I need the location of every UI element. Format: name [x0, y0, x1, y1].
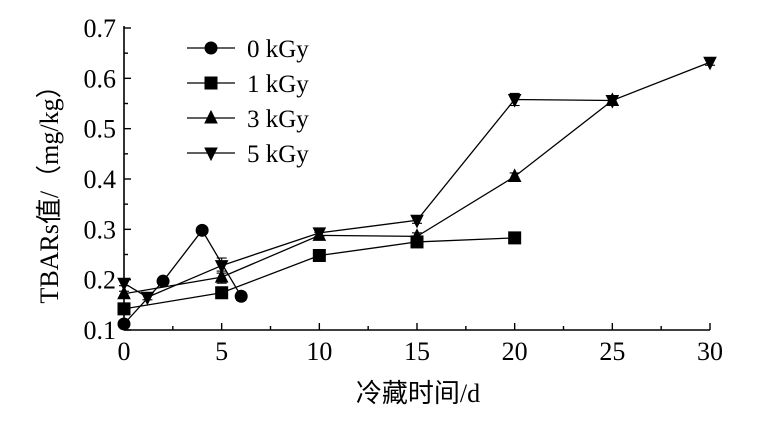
x-tick-label: 5 — [215, 337, 228, 366]
marker-circle — [156, 274, 170, 288]
series-line — [123, 99, 613, 295]
marker-triangle-down — [140, 291, 155, 306]
marker-square — [312, 249, 326, 263]
marker-square — [117, 302, 131, 316]
x-tick-label: 30 — [697, 337, 723, 366]
y-tick-label: 0.7 — [84, 14, 117, 43]
series-line — [123, 237, 515, 310]
y-tick-label: 0.1 — [84, 316, 117, 345]
x-tick-label: 10 — [306, 337, 332, 366]
legend-label: 5 kGy — [247, 141, 309, 168]
legend: 0 kGy 1 kGy 3 kGy 5 kGy — [187, 36, 309, 168]
legend-label: 0 kGy — [247, 36, 309, 63]
legend-item: 1 kGy — [187, 71, 309, 98]
legend-item: 3 kGy — [187, 106, 309, 133]
x-tick-label: 20 — [502, 337, 528, 366]
y-tick-label: 0.2 — [84, 266, 117, 295]
series-0-kgy — [117, 223, 248, 331]
marker-triangle-up — [507, 168, 522, 182]
marker-triangle-down — [507, 93, 522, 108]
legend-label: 1 kGy — [247, 71, 309, 98]
marker-square — [204, 76, 218, 90]
marker-triangle-up — [410, 228, 424, 242]
marker-circle — [234, 289, 248, 303]
marker-triangle-down — [204, 147, 218, 162]
marker-circle — [195, 223, 209, 237]
marker-triangle-down — [410, 214, 424, 229]
x-tick-label: 0 — [118, 337, 131, 366]
marker-triangle-down — [117, 277, 131, 292]
x-tick-label: 15 — [404, 337, 430, 366]
marker-triangle-up — [117, 285, 131, 300]
marker-triangle-down — [703, 56, 717, 71]
series-5-kgy — [117, 56, 717, 306]
y-tick-label: 0.6 — [84, 64, 117, 93]
marker-square — [215, 286, 229, 300]
x-axis-title: 冷藏时间/d — [356, 379, 480, 408]
x-tick-label: 25 — [599, 337, 625, 366]
marker-triangle-up — [204, 109, 218, 124]
marker-circle — [204, 41, 218, 55]
marker-circle — [117, 317, 131, 331]
y-axis-title: TBARs值/（mg/kg） — [35, 72, 64, 303]
marker-triangle-down — [605, 94, 620, 109]
legend-label: 3 kGy — [247, 106, 309, 133]
series-layer — [117, 56, 717, 331]
axes: 0 5 10 15 20 25 30 0.1 0.2 0.3 0.4 0.5 0.6 0.7 — [84, 14, 724, 366]
marker-triangle-down — [214, 260, 229, 274]
y-tick-label: 0.4 — [84, 165, 117, 194]
series-3-kgy — [117, 92, 620, 300]
marker-triangle-down — [312, 227, 327, 241]
marker-triangle-up — [214, 269, 229, 283]
legend-item: 0 kGy — [187, 36, 309, 63]
legend-item: 5 kGy — [187, 141, 309, 168]
y-tick-label: 0.3 — [84, 215, 117, 244]
marker-square — [508, 231, 522, 245]
series-line — [123, 61, 711, 299]
y-tick-label: 0.5 — [84, 115, 117, 144]
series-1-kgy — [117, 231, 522, 316]
